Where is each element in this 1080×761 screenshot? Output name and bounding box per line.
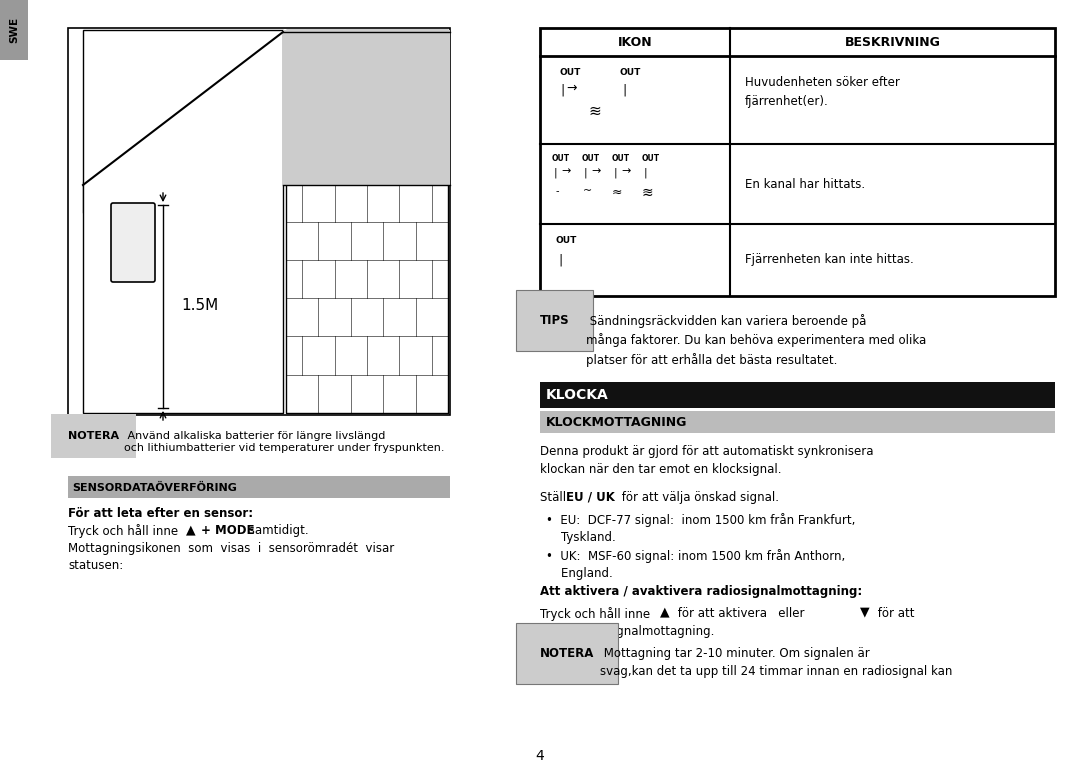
Text: TIPS: TIPS	[540, 314, 569, 327]
Text: Mottagning tar 2-10 minuter. Om signalen är
svag,kan det ta upp till 24 timmar i: Mottagning tar 2-10 minuter. Om signalen…	[600, 647, 953, 678]
Text: |: |	[623, 84, 627, 97]
FancyBboxPatch shape	[540, 411, 1055, 433]
Text: •  UK:  MSF-60 signal: inom 1500 km från Anthorn,: • UK: MSF-60 signal: inom 1500 km från A…	[546, 549, 846, 563]
Text: KLOCKMOTTAGNING: KLOCKMOTTAGNING	[546, 416, 687, 428]
FancyBboxPatch shape	[286, 30, 448, 413]
Text: 1.5M: 1.5M	[181, 298, 218, 314]
Text: EU / UK: EU / UK	[566, 491, 615, 504]
Text: statusen:: statusen:	[68, 559, 123, 572]
Text: Huvudenheten söker efter
fjärrenhet(er).: Huvudenheten söker efter fjärrenhet(er).	[745, 77, 900, 107]
Text: Denna produkt är gjord för att automatiskt synkronisera
klockan när den tar emot: Denna produkt är gjord för att automatis…	[540, 445, 874, 476]
Text: för att välja önskad signal.: för att välja önskad signal.	[618, 491, 779, 504]
Text: För att leta efter en sensor:: För att leta efter en sensor:	[68, 507, 253, 520]
Text: Sändningsräckvidden kan variera beroende på
många faktorer. Du kan behöva experi: Sändningsräckvidden kan variera beroende…	[586, 314, 927, 367]
Text: KLOCKA: KLOCKA	[546, 388, 609, 402]
Text: ≋: ≋	[589, 104, 602, 119]
Text: Mottagningsikonen  som  visas  i  sensorömradét  visar: Mottagningsikonen som visas i sensorömra…	[68, 542, 394, 555]
Text: England.: England.	[546, 567, 612, 580]
Text: ≋: ≋	[642, 186, 652, 200]
Text: →: →	[567, 82, 577, 95]
Text: för att aktivera   eller: för att aktivera eller	[674, 607, 805, 620]
Text: OUT: OUT	[612, 154, 630, 163]
Text: för att: för att	[874, 607, 915, 620]
Text: NOTERA: NOTERA	[68, 431, 119, 441]
Text: ▲: ▲	[186, 523, 195, 536]
Text: →: →	[592, 166, 600, 176]
Text: •  EU:  DCF-77 signal:  inom 1500 km från Frankfurt,: • EU: DCF-77 signal: inom 1500 km från F…	[546, 513, 855, 527]
Text: IKON: IKON	[618, 36, 652, 49]
Text: SENSORDATAÖVERFÖRING: SENSORDATAÖVERFÖRING	[72, 483, 237, 493]
Text: |: |	[559, 84, 564, 97]
Text: |: |	[553, 168, 557, 179]
Text: SWE: SWE	[9, 17, 19, 43]
Text: NOTERA: NOTERA	[540, 647, 594, 660]
Text: 4: 4	[536, 749, 544, 761]
Text: ~: ~	[582, 186, 592, 196]
FancyBboxPatch shape	[0, 0, 28, 60]
Text: ▲: ▲	[660, 605, 670, 618]
Text: |: |	[583, 168, 586, 179]
Text: |: |	[644, 168, 647, 179]
Text: avaktivera signalmottagning.: avaktivera signalmottagning.	[540, 625, 714, 638]
Text: Tryck och håll inne: Tryck och håll inne	[68, 524, 178, 538]
Text: OUT: OUT	[555, 236, 577, 245]
FancyBboxPatch shape	[540, 28, 1055, 296]
Text: OUT: OUT	[552, 154, 570, 163]
Text: En kanal har hittats.: En kanal har hittats.	[745, 177, 865, 190]
Text: |: |	[558, 254, 562, 267]
Text: OUT: OUT	[620, 68, 642, 77]
FancyBboxPatch shape	[83, 30, 283, 413]
Polygon shape	[83, 32, 448, 213]
Text: |: |	[613, 168, 617, 179]
Text: OUT: OUT	[642, 154, 660, 163]
Text: Tryck och håll inne: Tryck och håll inne	[540, 607, 650, 621]
Text: -: -	[555, 186, 558, 196]
Text: Använd alkaliska batterier för längre livslängd
och lithiumbatterier vid tempera: Använd alkaliska batterier för längre li…	[124, 431, 445, 453]
Text: OUT: OUT	[561, 68, 581, 77]
Text: Fjärrenheten kan inte hittas.: Fjärrenheten kan inte hittas.	[745, 253, 914, 266]
Text: samtidigt.: samtidigt.	[245, 524, 309, 537]
FancyBboxPatch shape	[111, 203, 156, 282]
Text: →: →	[621, 166, 631, 176]
FancyBboxPatch shape	[540, 382, 1055, 408]
Text: Tyskland.: Tyskland.	[546, 531, 616, 544]
Text: Att aktivera / avaktivera radiosignalmottagning:: Att aktivera / avaktivera radiosignalmot…	[540, 585, 862, 598]
Text: ▼: ▼	[860, 605, 869, 618]
FancyBboxPatch shape	[68, 28, 450, 415]
Text: →: →	[562, 166, 570, 176]
FancyBboxPatch shape	[68, 476, 450, 498]
Text: + MODE: + MODE	[201, 524, 255, 537]
Text: BESKRIVNING: BESKRIVNING	[845, 36, 941, 49]
FancyBboxPatch shape	[283, 30, 450, 185]
Text: Ställ: Ställ	[540, 491, 570, 504]
Text: OUT: OUT	[582, 154, 600, 163]
Text: ≈: ≈	[611, 186, 622, 199]
